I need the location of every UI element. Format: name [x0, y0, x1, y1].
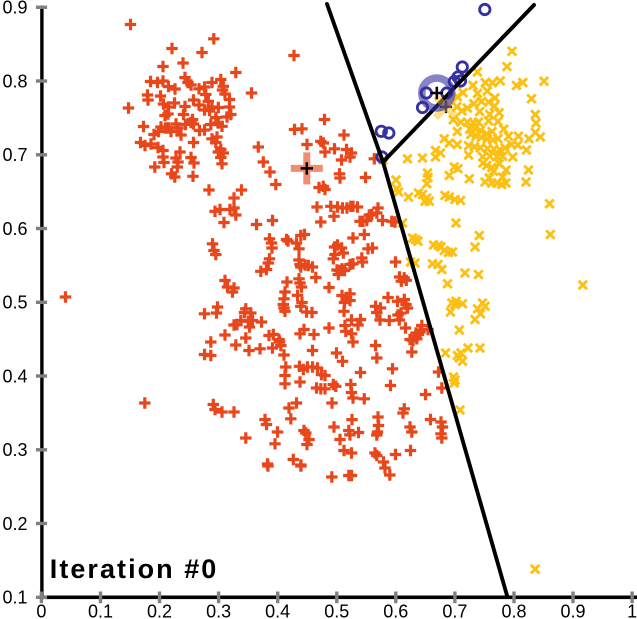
svg-text:0.6: 0.6 [383, 602, 408, 619]
svg-text:0.3: 0.3 [2, 440, 27, 460]
svg-text:0.8: 0.8 [501, 602, 526, 619]
svg-text:0.8: 0.8 [2, 71, 27, 91]
svg-text:0.1: 0.1 [2, 588, 27, 608]
svg-text:0.6: 0.6 [2, 219, 27, 239]
svg-text:1: 1 [627, 602, 637, 619]
svg-text:0.5: 0.5 [2, 293, 27, 313]
svg-text:0.4: 0.4 [2, 366, 27, 386]
svg-text:0.1: 0.1 [88, 602, 113, 619]
svg-text:0.9: 0.9 [560, 602, 585, 619]
svg-text:0.2: 0.2 [2, 514, 27, 534]
svg-text:0.2: 0.2 [147, 602, 172, 619]
svg-text:0.3: 0.3 [206, 602, 231, 619]
svg-text:0.4: 0.4 [265, 602, 290, 619]
svg-text:0.5: 0.5 [324, 602, 349, 619]
svg-text:0.9: 0.9 [2, 0, 27, 18]
svg-text:0.7: 0.7 [2, 145, 27, 165]
svg-text:Iteration #0: Iteration #0 [50, 554, 217, 584]
svg-text:0.7: 0.7 [442, 602, 467, 619]
svg-text:0: 0 [36, 602, 46, 619]
